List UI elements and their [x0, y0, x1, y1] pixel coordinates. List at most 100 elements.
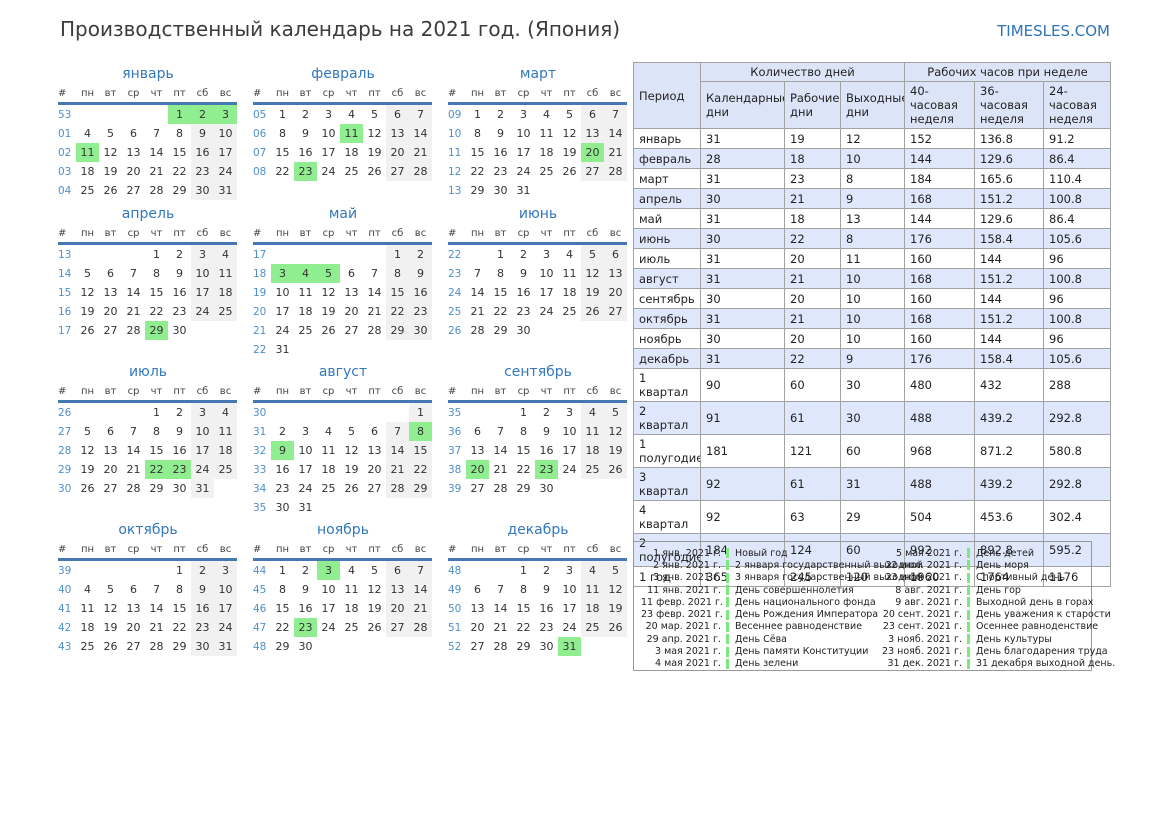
day-cell: 15 — [386, 283, 409, 302]
weekday-header: вс — [214, 87, 237, 105]
week-number: 11 — [448, 146, 462, 159]
legend-label: 31 декабря выходной день. — [976, 658, 1116, 670]
weekday-header: чт — [145, 385, 168, 403]
value-cell: 11 — [840, 248, 905, 269]
week-number: 21 — [253, 324, 267, 337]
value-cell: 181 — [700, 434, 785, 468]
weekday-header: чт — [340, 543, 363, 561]
day-cell: 8 — [279, 583, 286, 596]
empty-day-cell — [191, 321, 214, 340]
day-cell: 8 — [386, 264, 409, 283]
value-cell: 18 — [784, 208, 841, 229]
legend-date: 3 янв. 2021 г. — [653, 572, 721, 584]
day-cell: 30 — [539, 640, 554, 653]
weekday-header: ср — [317, 543, 340, 561]
day-cell: 27 — [126, 184, 141, 197]
day-cell: 6 — [107, 425, 114, 438]
legend-label: День гор — [976, 584, 1021, 596]
legend-label: День уважения к старости — [976, 609, 1111, 621]
weekday-header: ср — [512, 87, 535, 105]
day-cell: 25 — [214, 302, 237, 321]
value-cell: 144 — [974, 288, 1044, 309]
empty-day-cell — [145, 104, 168, 125]
day-cell: 26 — [604, 618, 627, 637]
empty-day-cell — [76, 402, 99, 423]
legend-date: 29 апр. 2021 г. — [646, 633, 721, 645]
week-number: 05 — [253, 108, 267, 121]
value-cell: 580.8 — [1043, 434, 1111, 468]
legend-date: 4 мая 2021 г. — [655, 658, 721, 670]
holiday-day-cell: 2 — [191, 103, 214, 124]
month-calendar-август: август # пн вт ср чт пт сб вс 30 1 31 2 3 4 5 6 7 8 32 9 10 11… — [253, 364, 433, 517]
empty-day-cell — [76, 560, 99, 581]
day-cell: 19 — [321, 305, 336, 318]
empty-day-cell — [558, 321, 581, 340]
weekday-header: сб — [581, 87, 604, 105]
period-cell: июнь — [633, 228, 701, 249]
week-number: 53 — [58, 108, 72, 121]
table-row: 3 квартал 92 61 31 488 439.2 292.8 — [633, 467, 1111, 501]
value-cell: 30 — [700, 188, 785, 209]
day-cell: 16 — [516, 286, 531, 299]
week-number: 26 — [448, 324, 462, 337]
period-cell: 1 полугодие — [633, 434, 701, 468]
weekday-header: вс — [409, 543, 432, 561]
day-cell: 10 — [298, 444, 313, 457]
day-cell: 13 — [386, 580, 409, 599]
day-cell: 17 — [516, 146, 531, 159]
legend-label: День культуры — [976, 633, 1052, 645]
site-link[interactable]: TIMESLES.COM — [997, 22, 1110, 40]
legend-label: Осеннее равноденствие — [976, 621, 1099, 633]
weekday-header: сб — [581, 543, 604, 561]
day-cell: 14 — [493, 444, 508, 457]
holiday-marker-icon — [967, 621, 970, 632]
day-cell: 17 — [539, 286, 554, 299]
day-cell: 11 — [581, 422, 604, 441]
holiday-day-cell: 29 — [145, 321, 168, 340]
legend-col-left: 1 янв. 2021 г. Новый год 2 янв. 2021 г. 2 я… — [641, 547, 923, 670]
day-cell: 24 — [321, 165, 336, 178]
day-cell: 13 — [344, 286, 359, 299]
day-cell: 14 — [386, 441, 409, 460]
day-cell: 3 — [566, 406, 573, 419]
holiday-marker-icon — [967, 658, 970, 669]
value-cell: 92 — [700, 467, 785, 501]
week-number: 40 — [58, 583, 72, 596]
month-title: январь — [122, 66, 174, 82]
week-column-header: # — [448, 385, 466, 403]
legend-item: 3 нояб. 2021 г. День культуры — [882, 633, 1115, 645]
col-header-24h: 24-часовая неделя — [1043, 81, 1111, 129]
day-cell: 7 — [130, 267, 137, 280]
period-cell: ноябрь — [633, 328, 701, 349]
day-cell: 28 — [149, 184, 164, 197]
day-cell: 24 — [321, 621, 336, 634]
day-cell: 1 — [176, 564, 183, 577]
empty-day-cell — [99, 104, 122, 125]
day-cell: 26 — [103, 640, 118, 653]
day-cell: 20 — [470, 621, 485, 634]
day-cell: 26 — [80, 324, 95, 337]
value-cell: 10 — [840, 288, 905, 309]
holiday-marker-icon — [967, 646, 970, 657]
day-cell: 15 — [470, 146, 485, 159]
week-number: 43 — [58, 640, 72, 653]
day-cell: 30 — [275, 501, 290, 514]
value-cell: 480 — [904, 368, 975, 402]
day-cell: 24 — [562, 621, 577, 634]
value-cell: 10 — [840, 148, 905, 169]
month-title: июнь — [518, 206, 558, 222]
day-cell: 15 — [516, 444, 531, 457]
empty-day-cell — [122, 560, 145, 581]
weekday-header: чт — [340, 87, 363, 105]
day-cell: 2 — [279, 425, 286, 438]
weekday-header: вс — [409, 227, 432, 245]
day-cell: 31 — [516, 184, 531, 197]
legend-date: 3 нояб. 2021 г. — [888, 633, 962, 645]
weekday-header: вс — [604, 385, 627, 403]
value-cell: 992 — [904, 533, 975, 567]
week-number: 24 — [448, 286, 462, 299]
legend-item: 3 янв. 2021 г. 3 января государственный в… — [641, 572, 923, 584]
holiday-marker-icon — [726, 646, 729, 657]
day-cell: 2 — [543, 564, 550, 577]
